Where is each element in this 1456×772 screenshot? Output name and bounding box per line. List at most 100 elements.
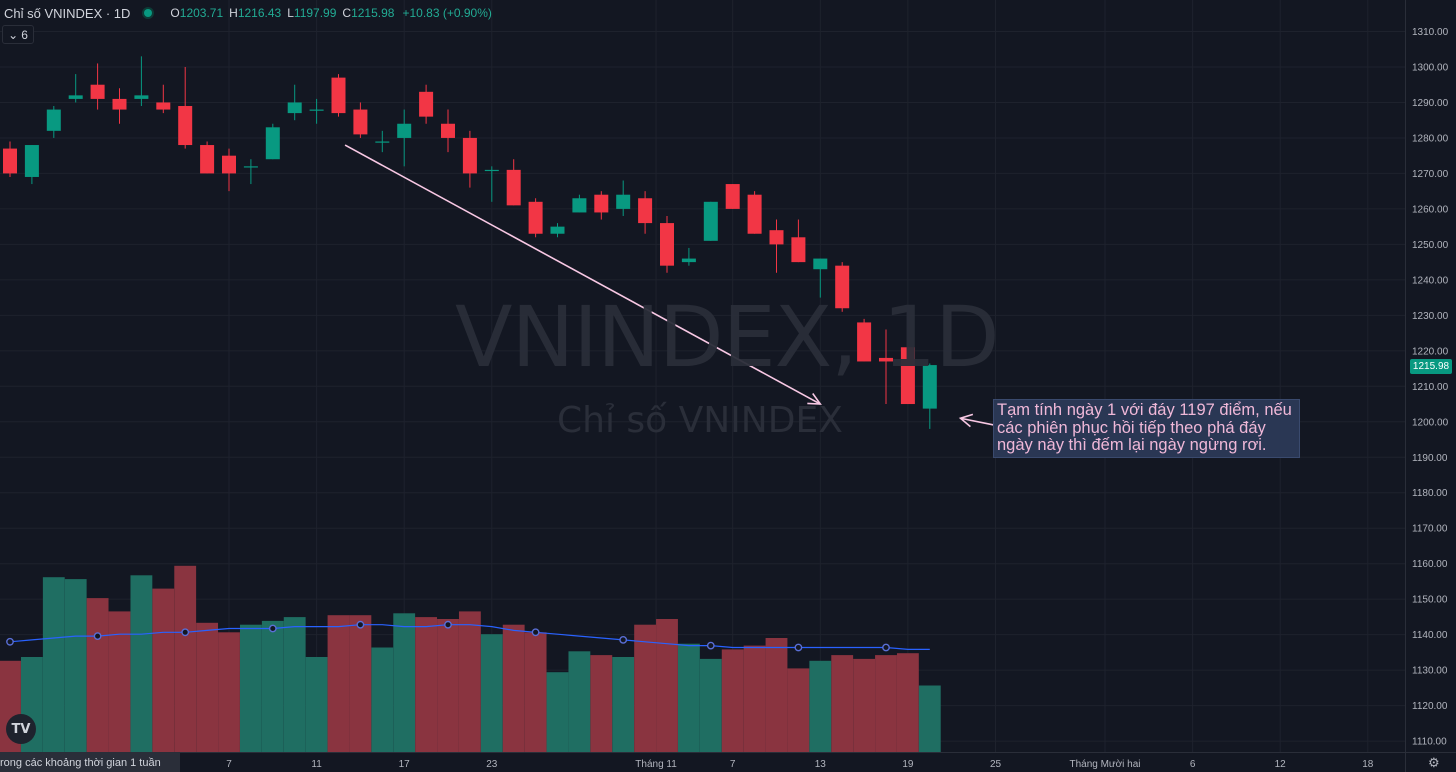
price-axis-tick-label: 1200.00	[1412, 417, 1449, 428]
symbol-title[interactable]: Chỉ số VNINDEX · 1D	[4, 5, 131, 21]
candle-body	[331, 77, 346, 114]
candle-body	[594, 194, 609, 213]
note-arrow-head	[958, 413, 974, 428]
price-axis-tick-label: 1190.00	[1412, 453, 1448, 464]
time-axis-tick-label: 19	[902, 759, 914, 770]
volume-marker-dot	[444, 620, 452, 629]
volume-marker-dot	[6, 637, 14, 646]
volume-bar	[108, 611, 131, 752]
candle-body	[222, 155, 236, 174]
volume-bar	[656, 619, 678, 752]
candle-body	[900, 347, 915, 405]
candle-body	[134, 95, 149, 99]
volume-bar	[480, 634, 503, 752]
price-axis-tick-label: 1270.00	[1412, 169, 1449, 180]
price-axis-tick-label: 1260.00	[1412, 204, 1449, 215]
candle-body	[528, 201, 543, 234]
time-axis-tick-label: 6	[1190, 759, 1196, 770]
volume-bar	[371, 647, 394, 752]
time-axis-tick-label: 23	[486, 759, 498, 770]
price-axis-tick-label: 1110.00	[1412, 737, 1447, 748]
volume-ma-line	[9, 624, 930, 650]
time-axis-tick-label: 18	[1362, 759, 1374, 770]
volume-bar	[524, 632, 547, 752]
market-status-dot-icon	[144, 9, 153, 17]
time-axis-tick-label: 25	[990, 759, 1002, 770]
volume-marker-dot	[531, 628, 540, 637]
price-axis-tick-label: 1210.00	[1412, 382, 1449, 393]
price-axis-tick-label: 1120.00	[1412, 701, 1448, 712]
candle-body	[3, 148, 17, 174]
volume-bar	[393, 613, 416, 752]
time-axis-tick-label: 7	[226, 759, 232, 770]
volume-marker-dot	[706, 641, 715, 650]
candle-body	[441, 123, 455, 138]
gear-icon[interactable]: ⚙	[1428, 755, 1440, 770]
candle-body	[638, 198, 653, 224]
candle-body	[309, 109, 324, 111]
volume-bar	[918, 685, 941, 752]
volume-bar	[875, 655, 897, 752]
price-axis-tick-label: 1130.00	[1412, 666, 1448, 677]
volume-bar	[218, 632, 240, 752]
volume-marker-dot	[619, 636, 628, 644]
candle-body	[243, 166, 258, 168]
tradingview-logo[interactable]: TV	[6, 714, 36, 744]
candle-body	[922, 365, 937, 409]
last-price-tag: 1215.98	[1410, 359, 1452, 374]
candle-body	[265, 127, 280, 160]
volume-bar	[568, 651, 591, 752]
candle-body	[46, 109, 61, 131]
price-axis-tick-label: 1310.00	[1412, 27, 1449, 38]
note-arrow-line	[960, 417, 996, 427]
low-label: L	[287, 6, 294, 20]
volume-marker-dot	[181, 628, 190, 637]
candle-body	[287, 102, 302, 114]
volume-marker-dot	[356, 620, 365, 629]
trend-line-arrowhead	[807, 393, 822, 405]
candle-body	[550, 226, 565, 234]
volume-marker-dot	[882, 643, 890, 652]
time-axis-tick-label: 12	[1275, 759, 1287, 770]
open-value: 1203.71	[179, 6, 224, 20]
change-value: +10.83 (+0.90%)	[402, 6, 492, 20]
volume-bar	[896, 653, 919, 752]
volume-bar	[261, 620, 284, 752]
candle-body	[857, 322, 872, 362]
candle-body	[178, 106, 193, 146]
volume-bar	[437, 619, 459, 752]
candle-body	[769, 230, 784, 245]
volume-bar	[699, 658, 722, 752]
close-label: C	[342, 6, 352, 20]
indicator-collapse-button[interactable]: ⌄ 6	[2, 25, 34, 44]
candle-body	[813, 258, 828, 270]
candle-body	[419, 91, 434, 117]
volume-bar	[809, 660, 832, 752]
price-axis-tick-label: 1280.00	[1412, 133, 1449, 144]
price-axis-tick-label: 1160.00	[1412, 559, 1448, 570]
annotation-note[interactable]: Tạm tính ngày 1 với đáy 1197 điểm, nếu c…	[993, 399, 1300, 458]
volume-bar	[152, 588, 175, 752]
volume-bar	[634, 624, 657, 752]
volume-bar	[42, 577, 65, 752]
candle-body	[68, 95, 83, 99]
time-axis-tick-label: 13	[815, 759, 827, 770]
high-value: 1216.43	[237, 6, 282, 20]
volume-bar	[64, 579, 87, 752]
price-axis-tick-label: 1240.00	[1412, 275, 1449, 286]
candle-body	[200, 145, 215, 174]
volume-bar	[239, 624, 262, 752]
price-axis-tick-label: 1170.00	[1412, 524, 1448, 535]
volume-bar	[612, 657, 635, 752]
candle-body	[572, 198, 587, 213]
volume-marker-dot	[93, 632, 102, 640]
indicator-count: 6	[21, 27, 28, 42]
volume-bar	[743, 645, 766, 752]
candle-body	[462, 137, 477, 174]
price-axis-tick-label: 1140.00	[1412, 630, 1448, 641]
price-axis-tick-label: 1180.00	[1412, 488, 1448, 499]
candle-body	[397, 123, 412, 138]
candle-body	[616, 194, 631, 209]
